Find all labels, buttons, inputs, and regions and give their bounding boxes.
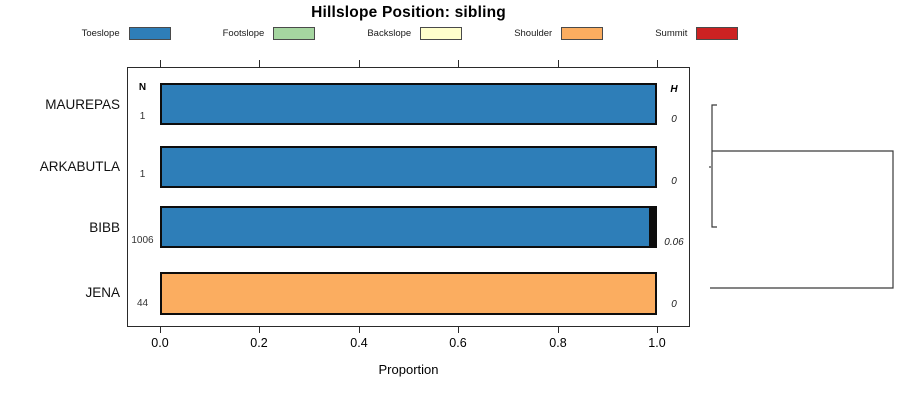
n-column-header: N	[138, 82, 147, 93]
bar-segment-toeslope	[162, 85, 655, 123]
axis-tick-label: 0.2	[250, 336, 268, 350]
h-value-jena: 0	[671, 299, 677, 310]
n-value-jena: 44	[136, 298, 149, 309]
legend-item-summit: Summit	[655, 26, 739, 40]
axis-tick-bottom-0.4	[359, 327, 360, 333]
legend-label-backslope: Backslope	[367, 27, 412, 39]
bar-maurepas	[160, 83, 657, 125]
legend-item-toeslope: Toeslope	[81, 26, 171, 40]
bar-bibb	[160, 206, 657, 248]
chart-title: Hillslope Position: sibling	[311, 4, 506, 21]
axis-tick-bottom-0.8	[558, 327, 559, 333]
bar-segment-shoulder	[162, 274, 655, 313]
n-value-bibb: 1006	[131, 235, 154, 246]
x-axis-label: Proportion	[378, 362, 439, 377]
axis-tick-label: 0.4	[350, 336, 368, 350]
axis-tick-label: 1.0	[648, 336, 666, 350]
row-label-bibb: BIBB	[89, 220, 120, 235]
bar-jena	[160, 272, 657, 315]
legend: Toeslope Footslope Backslope Shoulder Su…	[82, 23, 739, 43]
bar-segment-toeslope	[162, 148, 655, 186]
row-label-arkabutla: ARKABUTLA	[39, 159, 120, 174]
axis-tick-top-0.4	[359, 60, 360, 67]
h-value-bibb: 0.06	[664, 237, 684, 248]
legend-label-summit: Summit	[655, 27, 688, 39]
legend-swatch-backslope	[420, 26, 463, 40]
h-value-arkabutla: 0	[671, 176, 677, 187]
legend-label-footslope: Footslope	[222, 27, 265, 39]
axis-tick-top-0.2	[259, 60, 260, 67]
legend-label-toeslope: Toeslope	[81, 27, 120, 39]
legend-item-footslope: Footslope	[222, 26, 316, 40]
legend-item-backslope: Backslope	[367, 26, 463, 40]
h-value-maurepas: 0	[671, 114, 677, 125]
axis-tick-label: 0.0	[151, 336, 169, 350]
row-label-maurepas: MAUREPAS	[45, 97, 120, 112]
axis-tick-top-1.0	[657, 60, 658, 67]
axis-tick-top-0.0	[160, 60, 161, 67]
legend-swatch-toeslope	[128, 26, 171, 40]
axis-tick-label: 0.6	[449, 336, 467, 350]
legend-item-shoulder: Shoulder	[514, 26, 604, 40]
bar-segment-toeslope	[162, 208, 650, 246]
row-label-jena: JENA	[85, 285, 120, 300]
n-value-maurepas: 1	[139, 111, 146, 122]
axis-tick-top-0.8	[558, 60, 559, 67]
axis-tick-bottom-0.2	[259, 327, 260, 333]
dendrogram-cluster-bracket	[711, 104, 717, 228]
bar-arkabutla	[160, 146, 657, 188]
legend-swatch-footslope	[273, 26, 316, 40]
dendrogram-root-connector	[710, 150, 894, 289]
axis-tick-label: 0.8	[549, 336, 567, 350]
axis-tick-bottom-1.0	[657, 327, 658, 333]
legend-swatch-shoulder	[561, 26, 604, 40]
bar-segment-other	[649, 208, 655, 246]
legend-label-shoulder: Shoulder	[514, 27, 553, 39]
n-value-arkabutla: 1	[139, 169, 146, 180]
axis-tick-bottom-0.0	[160, 327, 161, 333]
legend-swatch-summit	[696, 26, 739, 40]
h-column-header: H	[670, 84, 678, 95]
axis-tick-top-0.6	[458, 60, 459, 67]
axis-tick-bottom-0.6	[458, 327, 459, 333]
